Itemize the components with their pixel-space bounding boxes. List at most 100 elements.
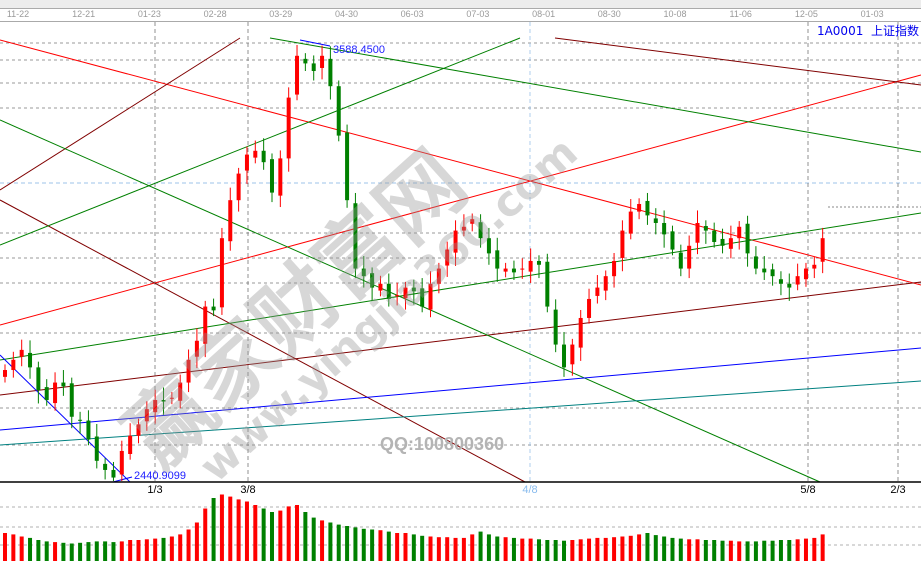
volume-bar (253, 505, 258, 561)
date-tick: 08-01 (532, 9, 556, 19)
candle-body (69, 383, 74, 417)
volume-bar (361, 528, 366, 561)
volume-bar (420, 535, 425, 561)
volume-bar (28, 537, 33, 561)
candle-body (345, 132, 350, 201)
date-tick: 10-08 (663, 9, 687, 19)
volume-bar (3, 533, 7, 561)
volume-bar (753, 541, 758, 561)
candle-body (236, 173, 241, 201)
trend-line (0, 347, 921, 431)
candle-body (295, 55, 300, 95)
candle-body (461, 226, 466, 231)
candle-body (620, 230, 625, 258)
candle-body (411, 287, 416, 292)
trend-line (0, 212, 921, 361)
candle-body (511, 268, 516, 273)
candle-body (486, 238, 491, 254)
volume-bar (645, 533, 650, 561)
volume-bar (144, 539, 149, 561)
candle-body (19, 349, 24, 357)
volume-bar (211, 498, 216, 561)
volume-bar (503, 537, 508, 561)
volume-bar (94, 541, 99, 561)
candle-body (678, 252, 683, 269)
volume-bar (570, 540, 575, 561)
trend-line (0, 354, 131, 483)
candle-body (128, 435, 133, 454)
trend-line (0, 74, 921, 326)
candle-body (336, 86, 341, 136)
cycle-tick-label: 5/8 (800, 484, 816, 496)
volume-bar (53, 542, 58, 561)
instrument-title: 1A0001 上证指数 (816, 24, 919, 38)
candle-body (370, 273, 375, 288)
candle-body (436, 268, 441, 284)
candle-body (228, 200, 233, 242)
candle-body (503, 268, 508, 272)
volume-bar (178, 534, 183, 561)
candle-body (720, 238, 725, 246)
trend-line (0, 199, 526, 483)
candle-body (303, 58, 308, 64)
trend-line (299, 39, 331, 47)
volume-bar (295, 505, 300, 561)
volume-bar (803, 538, 808, 561)
volume-bar (678, 538, 683, 561)
volume-bar (687, 539, 692, 561)
candle-body (662, 222, 667, 235)
volume-bar (428, 536, 433, 561)
candle-body (169, 397, 174, 399)
date-tick: 11-06 (729, 9, 752, 19)
candle-body (36, 367, 41, 391)
volume-bar (328, 522, 333, 561)
trend-line (554, 37, 921, 86)
volume-bar (44, 541, 49, 561)
volume-bar (628, 535, 633, 561)
candle-body (570, 344, 575, 365)
candle-body (737, 226, 742, 239)
candle-body (787, 283, 792, 288)
volume-bar (244, 501, 249, 561)
candle-body (111, 469, 116, 478)
candle-body (353, 203, 358, 269)
volume-bar (536, 539, 541, 561)
candle-body (778, 279, 783, 284)
volume-bar (553, 540, 558, 561)
date-tick: 04-30 (334, 9, 359, 19)
volume-bar (445, 537, 450, 561)
date-tick: 01-03 (860, 9, 884, 19)
candle-body (311, 63, 316, 72)
watermark-qq: QQ:100800360 (380, 434, 505, 454)
candle-body (628, 211, 633, 234)
volume-bar (386, 531, 391, 561)
candle-body (612, 260, 617, 277)
volume-bar (78, 542, 83, 561)
volume-bar (311, 517, 316, 561)
candle-body (278, 158, 283, 196)
volume-bar (169, 536, 174, 561)
candle-body (219, 238, 224, 308)
volume-bar (345, 526, 350, 561)
volume-bar (194, 522, 199, 561)
candle-body (211, 306, 216, 311)
volume-bar (453, 537, 458, 561)
candle-body (3, 370, 7, 377)
trend-line (0, 37, 241, 191)
trend-line (0, 39, 921, 286)
candle-body (795, 276, 800, 285)
volume-bar (186, 529, 191, 561)
volume-bar (587, 538, 592, 561)
cycle-tick-label: 1/3 (147, 484, 163, 496)
candle-body (136, 424, 141, 436)
volume-bar (395, 533, 400, 561)
volume-bar (403, 533, 408, 561)
volume-bar (562, 540, 567, 561)
candle-body (261, 150, 266, 163)
date-tick: 01-23 (137, 9, 161, 19)
candle-body (603, 276, 608, 291)
volume-bar (11, 534, 16, 561)
volume-bar (119, 541, 124, 561)
volume-bar (320, 520, 325, 561)
volume-bar (578, 539, 583, 561)
